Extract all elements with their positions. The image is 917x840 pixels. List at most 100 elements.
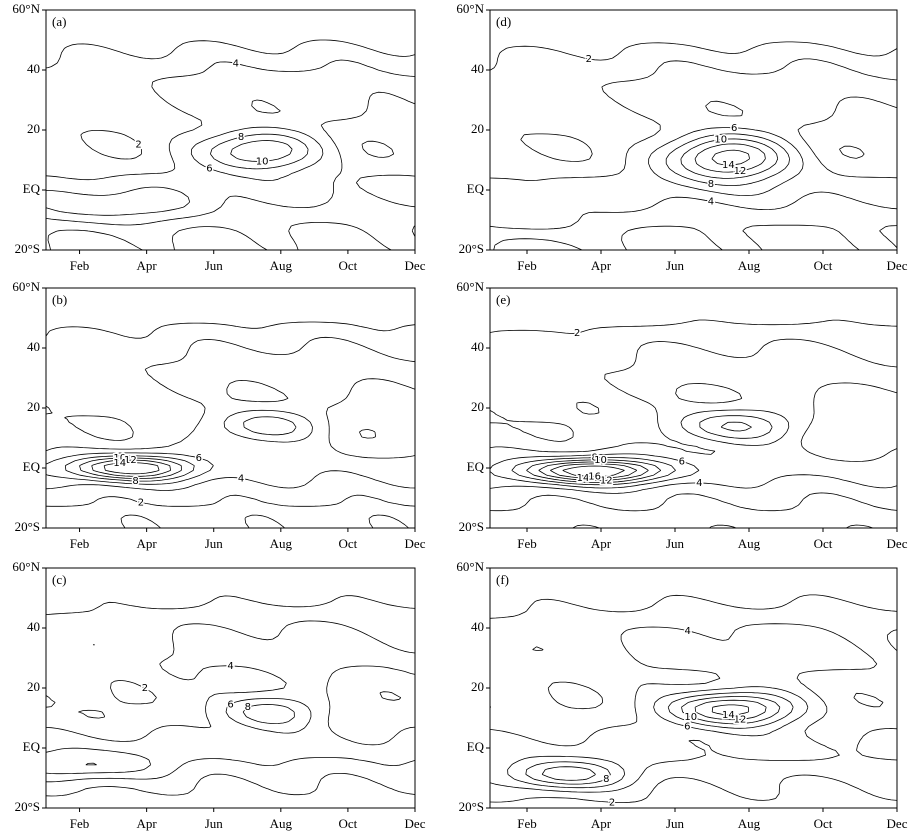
y-tick-label: 20°S [459, 519, 484, 534]
panel-label: (e) [496, 292, 510, 307]
y-tick-label: EQ [23, 459, 41, 474]
plot-frame [45, 567, 416, 809]
x-tick-label: Oct [339, 536, 358, 551]
contour-label: 4 [238, 473, 244, 484]
y-tick-label: 40 [27, 61, 40, 76]
contour-label: 8 [238, 132, 244, 143]
contour-label: 4 [227, 661, 233, 672]
contour-line [538, 461, 649, 481]
contour-label: 10 [594, 455, 607, 466]
y-tick-label: 60°N [12, 279, 40, 294]
contour-label: 10 [684, 712, 697, 723]
y-tick-label: 40 [471, 61, 484, 76]
contour-line [489, 319, 898, 529]
contour-label: 8 [708, 179, 714, 190]
contour-label: 6 [196, 453, 202, 464]
contour-label: 16 [588, 471, 601, 482]
contour-label: 14 [722, 160, 735, 171]
contour-line [665, 133, 790, 186]
panel-label: (f) [496, 572, 509, 587]
y-tick-label: 60°N [12, 559, 40, 574]
y-tick-label: EQ [467, 459, 485, 474]
contour-label: 6 [684, 721, 690, 732]
y-tick-label: 60°N [456, 559, 484, 574]
contour-line [694, 699, 767, 721]
x-tick-label: Aug [270, 258, 293, 273]
x-tick-label: Jun [666, 816, 685, 831]
contour-line [45, 409, 313, 485]
contour-label: 2 [586, 54, 592, 65]
y-tick-label: 20°S [15, 799, 40, 814]
contour-label: 2 [138, 498, 144, 509]
contour-label: 6 [679, 456, 685, 467]
x-tick-label: Dec [887, 536, 908, 551]
plot-frame [45, 287, 416, 529]
x-tick-label: Apr [137, 816, 158, 831]
x-tick-label: Oct [814, 536, 833, 551]
contour-line [230, 140, 293, 162]
contour-label: 2 [609, 797, 615, 808]
x-tick-label: Dec [405, 536, 426, 551]
contour-label: 12 [734, 714, 747, 725]
contour-line [45, 126, 324, 216]
contour-label: 2 [135, 139, 141, 150]
contour-label: 6 [206, 163, 212, 174]
contour-line [511, 415, 773, 486]
contour-label: 6 [227, 700, 233, 711]
y-tick-label: 20°S [15, 241, 40, 256]
contour-label: 4 [233, 58, 239, 69]
y-tick-label: 40 [27, 619, 40, 634]
x-tick-label: Dec [405, 258, 426, 273]
contour-line [648, 127, 804, 196]
contour-line [489, 594, 898, 803]
y-tick-label: 20°S [459, 241, 484, 256]
panel-label: (b) [52, 292, 67, 307]
y-tick-label: 20 [27, 399, 40, 414]
contour-label: 8 [245, 702, 251, 713]
x-tick-label: Jun [205, 258, 224, 273]
contour-line [489, 338, 898, 494]
x-tick-label: Aug [738, 536, 761, 551]
contour-label: 12 [600, 475, 613, 486]
x-tick-label: Feb [70, 816, 90, 831]
contour-line [45, 39, 416, 251]
contour-label: 2 [142, 683, 148, 694]
contour-line [45, 59, 416, 226]
plot-frame [489, 567, 898, 809]
y-tick-label: 20 [27, 679, 40, 694]
contour-line [541, 696, 781, 781]
y-tick-label: 20°S [459, 799, 484, 814]
x-tick-label: Jun [205, 816, 224, 831]
contour-line [694, 143, 766, 173]
contour-label: 2 [574, 328, 580, 339]
x-tick-label: Dec [887, 816, 908, 831]
contour-line [64, 416, 297, 482]
contour-line [711, 704, 749, 716]
contour-line [680, 138, 779, 179]
contour-label: 4 [684, 626, 690, 637]
contour-label: 10 [113, 453, 126, 464]
y-tick-label: 60°N [12, 1, 40, 16]
x-tick-label: Apr [591, 816, 612, 831]
contour-label: 14 [577, 473, 590, 484]
x-tick-label: Oct [814, 816, 833, 831]
y-tick-label: 20°S [15, 519, 40, 534]
contour-label: 8 [603, 774, 609, 785]
y-tick-label: 40 [27, 339, 40, 354]
contour-label: 14 [113, 458, 126, 469]
contour-line [45, 595, 416, 797]
x-tick-label: Dec [887, 258, 908, 273]
x-tick-label: Oct [339, 816, 358, 831]
x-tick-label: Feb [517, 536, 537, 551]
panel-label: (a) [52, 14, 66, 29]
x-tick-label: Apr [137, 258, 158, 273]
contour-line [525, 692, 794, 785]
contour-label: 4 [708, 196, 714, 207]
y-tick-label: 40 [471, 619, 484, 634]
contour-line [526, 421, 752, 483]
x-tick-label: Feb [517, 258, 537, 273]
contour-label: 10 [714, 135, 727, 146]
x-tick-label: Aug [270, 536, 293, 551]
contour-line [45, 698, 312, 775]
